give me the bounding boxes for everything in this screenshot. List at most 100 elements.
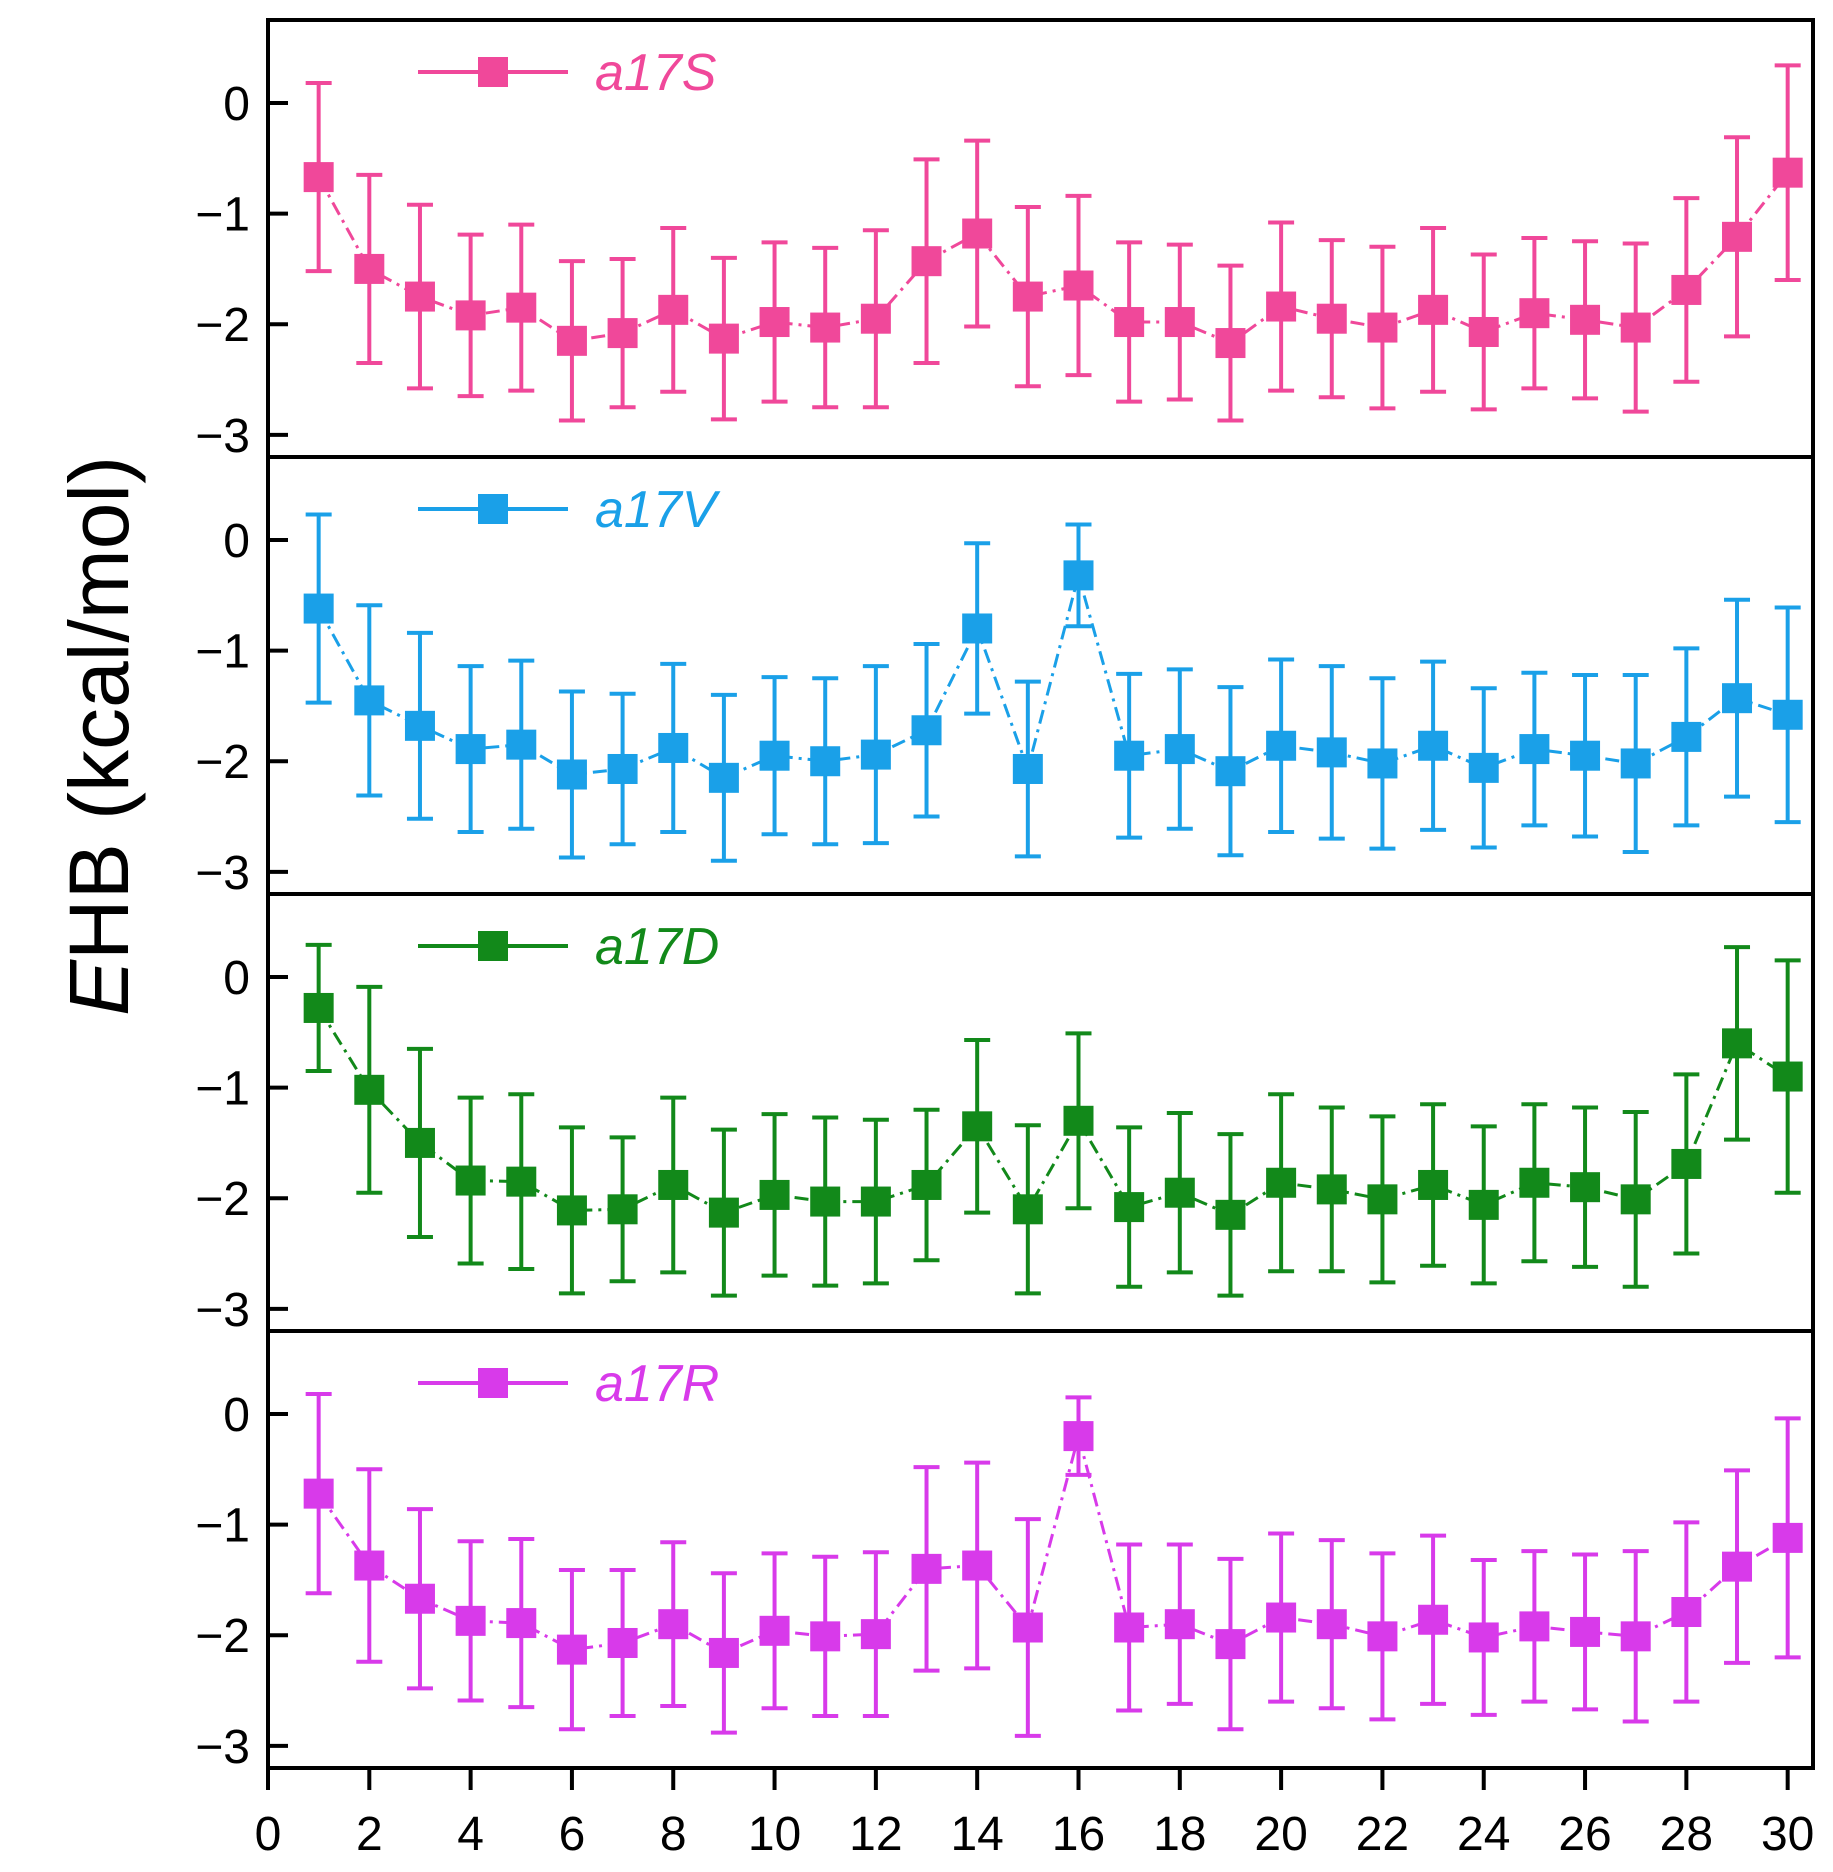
data-point (911, 246, 942, 277)
data-point (1519, 298, 1550, 329)
data-point (1266, 291, 1297, 322)
data-point (1468, 1189, 1499, 1220)
data-point (708, 323, 739, 354)
data-point (556, 1634, 587, 1665)
data-point (607, 753, 638, 784)
data-point (607, 1194, 638, 1225)
data-point (1063, 1105, 1094, 1136)
data-point (810, 1621, 841, 1652)
data-point (1519, 1611, 1550, 1642)
x-axis: 0 2 4 6 8 10 12 14 16 18 20 22 24 26 28 30 (255, 1768, 1814, 1861)
data-point (962, 218, 993, 249)
data-point (1012, 1612, 1043, 1643)
data-point (303, 992, 334, 1023)
data-point (455, 734, 486, 765)
data-point (1418, 1169, 1449, 1200)
data-point (1468, 1622, 1499, 1653)
data-point (1266, 730, 1297, 761)
y-axis-label: EHB (kcal/mol) (52, 456, 146, 1016)
y-tick-label: −2 (195, 736, 250, 789)
data-point (1418, 294, 1449, 325)
x-tick-label: 22 (1356, 1808, 1409, 1861)
data-point (810, 746, 841, 777)
x-tick-label: 20 (1254, 1808, 1307, 1861)
data-point (1164, 1609, 1195, 1640)
y-tick-label: −1 (195, 189, 250, 242)
data-point (1063, 270, 1094, 301)
series-line-a17V (317, 569, 1789, 780)
x-tick-label: 14 (950, 1808, 1003, 1861)
data-point (1114, 307, 1145, 338)
legend-marker (478, 1368, 508, 1398)
data-point (1012, 753, 1043, 784)
data-point (1722, 221, 1753, 252)
x-tick-label: 12 (849, 1808, 902, 1861)
x-tick-label: 2 (356, 1808, 383, 1861)
data-point (1063, 560, 1094, 591)
data-point (354, 1550, 385, 1581)
legend-label: a17D (595, 918, 719, 976)
data-point (860, 739, 891, 770)
data-point (1012, 281, 1043, 312)
data-point (1367, 1621, 1398, 1652)
y-tick-label: −3 (195, 1721, 250, 1774)
y-tick-label: −2 (195, 1173, 250, 1226)
x-tick-label: 30 (1761, 1808, 1814, 1861)
panel-a17D: 0 −1 −2 −3 a17D (195, 892, 1813, 1337)
data-point (1367, 1184, 1398, 1215)
data-point (1266, 1167, 1297, 1198)
data-point (1620, 1621, 1651, 1652)
data-point (1620, 748, 1651, 779)
y-tick-label: 0 (223, 515, 250, 568)
data-point (658, 1609, 689, 1640)
y-axis-label-symbol: E (52, 959, 146, 1016)
x-tick-label: 24 (1457, 1808, 1510, 1861)
data-point (1722, 1551, 1753, 1582)
x-tick-label: 4 (457, 1808, 484, 1861)
data-point (354, 253, 385, 284)
data-point (303, 1478, 334, 1509)
data-point (1570, 304, 1601, 335)
data-point (1012, 1194, 1043, 1225)
y-tick-label: −3 (195, 410, 250, 463)
data-point (1570, 1616, 1601, 1647)
data-point (658, 732, 689, 763)
data-point (1215, 756, 1246, 787)
data-point (556, 325, 587, 356)
y-tick-label: −1 (195, 1500, 250, 1553)
series-line-a17S (317, 171, 1789, 345)
data-point (1570, 1172, 1601, 1203)
y-tick-label: −3 (195, 1284, 250, 1337)
y-tick-label: 0 (223, 1389, 250, 1442)
data-point (455, 1165, 486, 1196)
data-point (1772, 157, 1803, 188)
data-point (1367, 748, 1398, 779)
data-point (810, 312, 841, 343)
data-point (404, 710, 435, 741)
data-point (1215, 1199, 1246, 1230)
data-point (1215, 1629, 1246, 1660)
data-point (759, 1615, 790, 1646)
y-tick-label: −2 (195, 299, 250, 352)
data-point (354, 1074, 385, 1105)
data-point (404, 1583, 435, 1614)
data-point (506, 292, 537, 323)
legend-marker (478, 494, 508, 524)
y-tick-label: −1 (195, 626, 250, 679)
data-point (1570, 740, 1601, 771)
data-point (1772, 1522, 1803, 1553)
y-tick-label: 0 (223, 952, 250, 1005)
data-point (506, 1608, 537, 1639)
data-point (860, 1619, 891, 1650)
data-point (1519, 1167, 1550, 1198)
data-point (404, 1127, 435, 1158)
x-tick-label: 18 (1153, 1808, 1206, 1861)
data-point (303, 162, 334, 193)
data-point (1772, 699, 1803, 730)
data-point (1316, 1174, 1347, 1205)
y-axis-label-text: HB (kcal/mol) (52, 456, 146, 960)
data-point (455, 300, 486, 331)
data-point (607, 1627, 638, 1658)
data-point (658, 1169, 689, 1200)
